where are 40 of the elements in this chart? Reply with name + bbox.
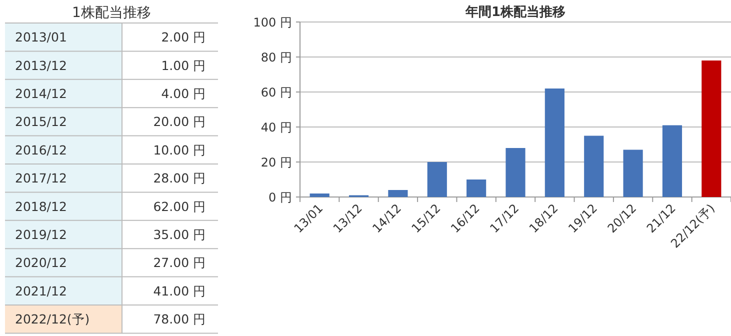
category-label: 2020/12 [15,255,67,270]
data-label: 28.00 円 [153,170,206,186]
data-label: 2.00 円 [161,30,206,45]
data-label: 35.00 円 [153,227,206,242]
bar [466,180,486,197]
category-label: 2022/12(予) [15,312,90,327]
category-label: 2014/12 [15,86,67,101]
data-label: 78.00 円 [153,312,206,327]
data-label: 41.00 円 [153,283,206,298]
category-label: 2021/12 [15,283,67,298]
data-label: 1.00 円 [161,58,206,73]
data-label: 4.00 円 [161,86,206,101]
bar [702,60,722,197]
bar [544,88,564,197]
y-tick-label: 100 円 [253,16,292,30]
y-tick-label: 60 円 [260,86,292,100]
bar [310,194,330,197]
bar [623,150,643,197]
category-label: 2017/12 [15,170,67,186]
data-label: 10.00 円 [153,142,206,158]
y-tick-label: 80 円 [260,50,292,64]
category-label: 2019/12 [15,227,67,242]
data-label: 20.00 円 [153,114,206,130]
text: 1株配当推移 [72,5,151,21]
category-label: 2016/12 [15,142,67,158]
data-label: 62.00 円 [153,198,206,214]
bar [388,190,408,197]
category-label: 2013/01 [15,30,67,45]
bar [506,148,526,197]
bar [662,125,682,197]
chart-title: 年間1株配当推移 [464,5,566,20]
y-tick-label: 40 円 [260,120,292,134]
category-label: 2013/12 [15,58,67,73]
category-label: 2015/12 [15,114,67,130]
y-tick-label: 0 円 [268,190,292,204]
category-label: 2018/12 [15,198,67,214]
y-tick-label: 20 円 [260,156,292,170]
bar [427,162,447,197]
bar [584,136,604,197]
data-label: 27.00 円 [153,255,206,270]
